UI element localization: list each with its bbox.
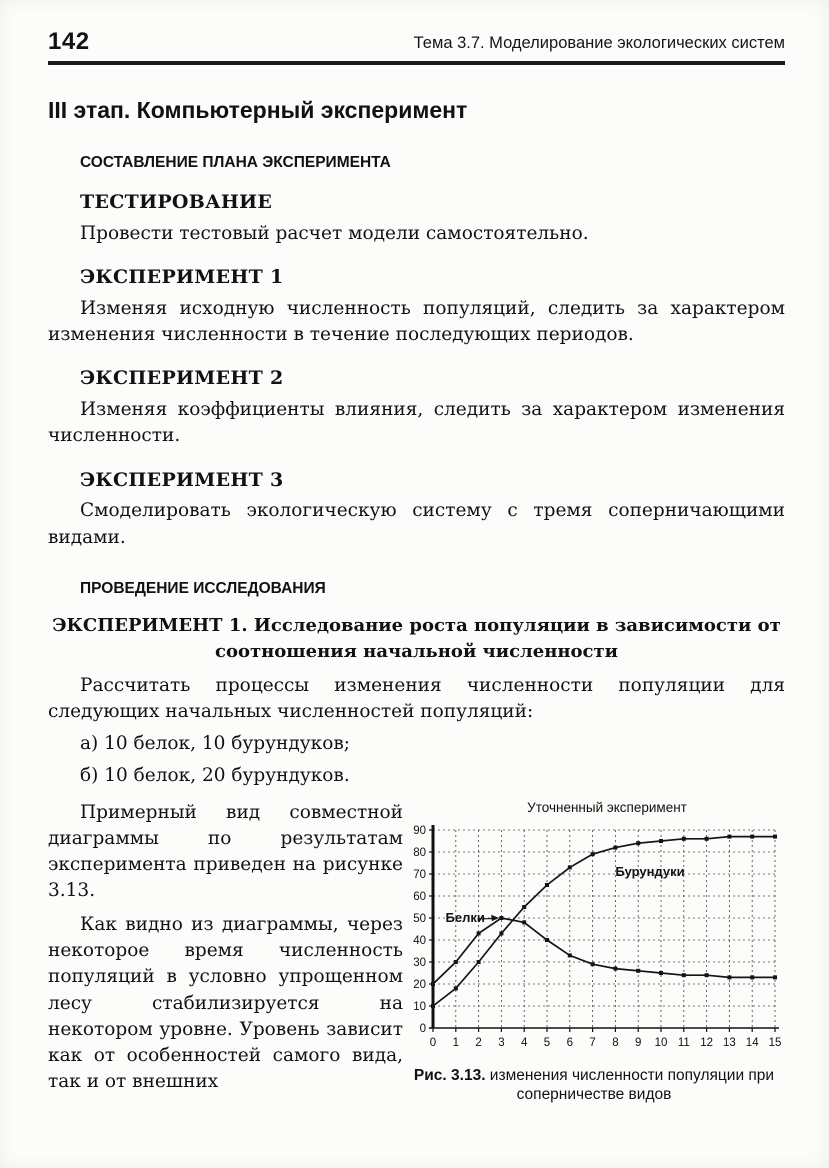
data-point — [704, 973, 709, 978]
y-tick-label: 50 — [413, 913, 426, 925]
wrap-paragraph-1: Примерный вид совместной диаграммы по ре… — [48, 801, 403, 902]
page-number: 142 — [48, 28, 90, 55]
data-point — [613, 845, 618, 850]
x-tick-label: 9 — [635, 1037, 641, 1049]
label-pointer-arrowhead — [491, 914, 500, 921]
y-tick-label: 60 — [413, 891, 426, 903]
y-tick-label: 70 — [413, 869, 426, 881]
x-tick-label: 3 — [498, 1037, 504, 1049]
research-heading: ПРОВЕДЕНИЕ ИССЛЕДОВАНИЯ — [80, 580, 326, 598]
data-point — [545, 937, 549, 942]
wrap-paragraph-2: Как видно из диаграммы, через некоторое … — [48, 913, 403, 1093]
running-title: Тема 3.7. Моделирование экологических си… — [413, 34, 785, 53]
stage-title: III этап. Компьютерный эксперимент — [48, 97, 468, 123]
data-point — [431, 1003, 435, 1008]
data-point — [453, 959, 458, 964]
data-point — [522, 904, 527, 909]
data-point — [659, 838, 663, 843]
x-tick-label: 2 — [475, 1037, 481, 1049]
y-tick-label: 10 — [413, 1001, 426, 1013]
x-tick-label: 10 — [655, 1037, 668, 1049]
experiment-1-research-heading: ЭКСПЕРИМЕНТ 1. Исследование роста популя… — [52, 615, 781, 663]
data-point — [567, 953, 572, 958]
data-point — [613, 966, 618, 971]
y-tick-label: 20 — [413, 979, 426, 991]
series-line-chipmunks — [432, 835, 775, 1007]
data-point — [499, 915, 504, 920]
figure-text-section: Уточненный эксперимент 0 10 20 30 40 50 60 70 80… — [48, 800, 785, 1105]
list-item-a: а) 10 белок, 10 бурундуков; — [80, 733, 350, 755]
x-tick-label: 11 — [678, 1037, 690, 1049]
data-point — [545, 882, 549, 887]
y-tick-label: 0 — [420, 1023, 426, 1035]
data-point — [522, 920, 527, 925]
experiment-1-heading: ЭКСПЕРИМЕНТ 1 — [80, 266, 284, 289]
x-tick-label: 12 — [700, 1037, 713, 1049]
page-header: 142 Тема 3.7. Моделирование экологически… — [48, 30, 785, 65]
testing-paragraph: Провести тестовый расчет модели самостоя… — [80, 222, 589, 244]
x-tick-label: 0 — [430, 1037, 436, 1049]
figure-3-13: Уточненный эксперимент 0 10 20 30 40 50 60 70 80… — [403, 800, 785, 1105]
data-point — [453, 986, 458, 991]
data-point — [636, 968, 641, 973]
data-point — [476, 931, 481, 936]
x-tick-label: 7 — [589, 1037, 595, 1049]
caption-figure-label: Рис. 3.13. — [413, 1066, 486, 1084]
x-tick-label: 6 — [567, 1037, 573, 1049]
experiment-2-paragraph: Изменяя коэффициенты влияния, следить за… — [48, 399, 785, 447]
x-tick-label: 14 — [746, 1037, 759, 1049]
plan-heading: СОСТАВЛЕНИЕ ПЛАНА ЭКСПЕРИМЕНТА — [80, 153, 391, 171]
series-label-squirrels: Белки — [446, 910, 485, 925]
x-tick-label: 5 — [544, 1037, 550, 1049]
data-point — [659, 970, 663, 975]
data-point — [590, 852, 595, 857]
data-point — [590, 962, 595, 967]
experiment-1-paragraph: Изменяя исходную численность популяций, … — [48, 297, 785, 346]
data-point — [773, 975, 777, 980]
data-point — [727, 975, 732, 980]
testing-heading: ТЕСТИРОВАНИЕ — [80, 190, 273, 213]
experiment-3-heading: ЭКСПЕРИМЕНТ 3 — [80, 468, 284, 491]
y-tick-label: 80 — [413, 847, 426, 859]
x-tick-label: 4 — [521, 1037, 528, 1049]
experiment-3-paragraph: Смоделировать экологическую систему с тр… — [48, 500, 785, 548]
data-point — [431, 981, 435, 986]
data-point — [727, 834, 732, 839]
data-point — [636, 841, 641, 846]
experiment-2-heading: ЭКСПЕРИМЕНТ 2 — [80, 367, 284, 390]
calc-paragraph: Рассчитать процессы изменения численност… — [48, 674, 785, 722]
data-point — [704, 836, 709, 841]
data-point — [750, 975, 755, 980]
data-point — [681, 836, 686, 841]
list-item-b: б) 10 белок, 20 бурундуков. — [80, 765, 350, 787]
series-line-squirrels — [432, 916, 775, 985]
data-point — [499, 931, 504, 936]
data-point — [567, 865, 572, 870]
chart-title: Уточненный эксперимент — [527, 799, 687, 815]
x-tick-label: 1 — [453, 1037, 459, 1049]
data-point — [681, 973, 686, 978]
x-tick-label: 15 — [769, 1037, 782, 1049]
y-tick-label: 40 — [413, 935, 426, 947]
data-point — [773, 834, 777, 839]
x-tick-label: 13 — [723, 1037, 736, 1049]
caption-text: изменения численности популяции при сопе… — [485, 1066, 775, 1104]
data-point — [476, 959, 481, 964]
figure-caption: Рис. 3.13. изменения численности популяц… — [403, 1066, 785, 1105]
x-tick-label: 8 — [612, 1037, 618, 1049]
series-label-chipmunks: Бурундуки — [615, 864, 684, 879]
y-tick-label: 30 — [413, 957, 426, 969]
data-point — [750, 834, 755, 839]
y-tick-label: 90 — [413, 825, 426, 837]
